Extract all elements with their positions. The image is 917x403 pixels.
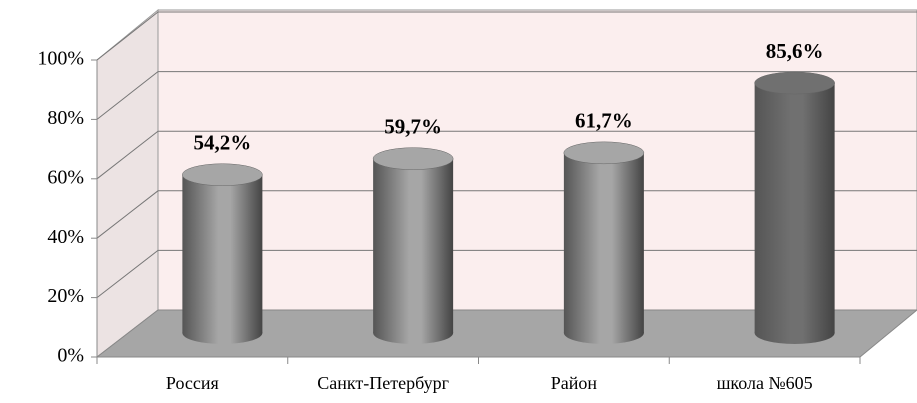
bar (563, 152, 644, 333)
y-tick-label: 20% (47, 285, 84, 307)
y-tick-label: 60% (47, 166, 84, 188)
bar-top (754, 71, 835, 95)
x-tick-label: Россия (166, 373, 219, 393)
grid-line (96, 11, 917, 61)
y-tick-label: 0% (57, 345, 84, 367)
value-label: 54,2% (194, 131, 252, 155)
x-tick-label: Санкт-Петербург (317, 373, 449, 393)
y-tick-label: 40% (47, 226, 84, 248)
grid-line (96, 249, 917, 298)
y-tick-label: 100% (37, 48, 84, 70)
value-label: 61,7% (575, 109, 633, 133)
value-label: 85,6% (766, 39, 824, 63)
bar-top (372, 147, 454, 170)
value-label: 59,7% (384, 114, 442, 138)
grid-line (96, 130, 917, 180)
x-tick-label: Район (551, 373, 598, 393)
grid-line (96, 190, 917, 239)
bar-top (182, 163, 263, 186)
y-tick-label: 80% (47, 107, 84, 129)
bar (754, 83, 835, 333)
bar (182, 174, 263, 333)
x-tick-label: школа №605 (717, 373, 813, 393)
side-wall (96, 8, 159, 359)
grid-line (96, 71, 917, 120)
bar-top (563, 141, 645, 165)
bar (373, 158, 454, 333)
